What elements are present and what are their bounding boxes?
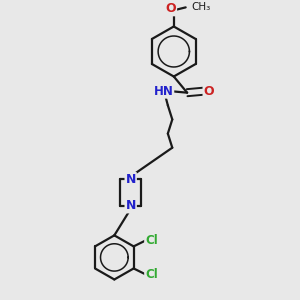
Text: CH₃: CH₃ bbox=[192, 2, 211, 12]
Text: N: N bbox=[125, 200, 136, 212]
Text: O: O bbox=[166, 2, 176, 15]
Text: Cl: Cl bbox=[145, 234, 158, 247]
Text: Cl: Cl bbox=[145, 268, 158, 281]
Text: N: N bbox=[125, 173, 136, 186]
Text: HN: HN bbox=[153, 85, 173, 98]
Text: O: O bbox=[203, 85, 214, 98]
